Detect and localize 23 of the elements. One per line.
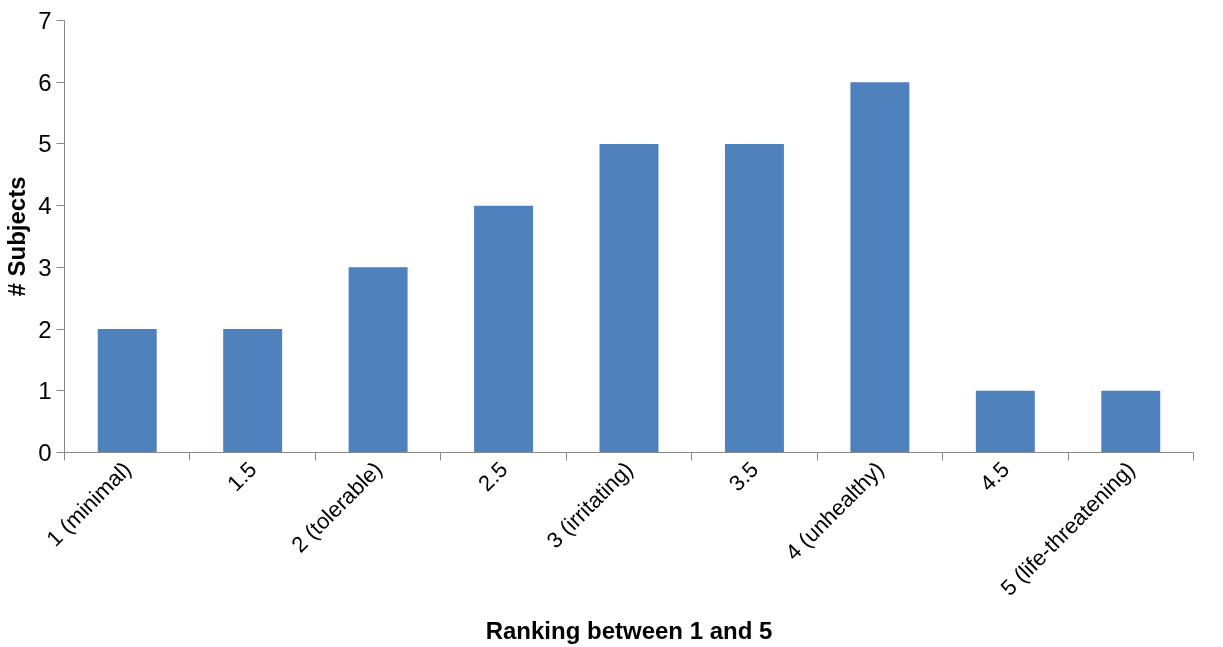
y-tick-label: 2: [38, 315, 52, 343]
y-tick-label: 3: [38, 253, 52, 281]
bar: [975, 390, 1035, 453]
x-tick-label: 3.5: [723, 456, 764, 496]
x-tick-label: 1.5: [222, 456, 262, 496]
x-tick-label: 4.5: [974, 456, 1015, 496]
x-axis-title: Ranking between 1 and 5: [485, 617, 773, 645]
y-tick-label: 6: [38, 68, 52, 96]
bar: [348, 267, 408, 453]
y-tick-label: 1: [38, 377, 52, 405]
bar: [97, 329, 157, 453]
y-axis-title: # Subjects: [3, 176, 31, 297]
bar: [724, 143, 784, 453]
bar: [223, 329, 283, 453]
bar: [850, 82, 910, 453]
y-tick-label: 5: [38, 130, 52, 158]
y-tick-label: 0: [38, 439, 52, 466]
bar: [1101, 390, 1161, 453]
bar: [599, 143, 659, 453]
bar: [474, 205, 534, 453]
x-tick-label: 2.5: [473, 456, 513, 496]
y-tick-label: 7: [38, 7, 52, 34]
y-tick-label: 4: [38, 192, 52, 220]
